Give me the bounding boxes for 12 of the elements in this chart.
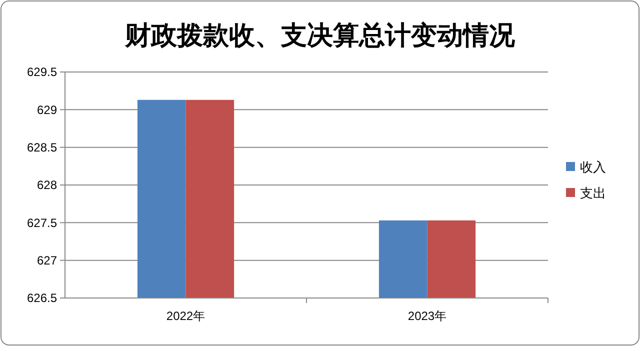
x-tick-label: 2023年 [408,309,447,323]
legend-label: 收入 [580,160,606,175]
legend-label: 支出 [580,186,606,201]
y-tick-label: 626.5 [26,291,58,306]
y-tick-label: 628 [36,178,58,192]
y-tick-label: 628.5 [26,140,58,155]
y-tick-label: 629.5 [26,65,58,80]
chart-title: 财政拨款收、支决算总计变动情况 [124,21,516,51]
y-tick-label: 629 [36,102,58,117]
y-tick-label: 627.5 [26,216,58,230]
x-tick-label: 2022年 [166,309,206,323]
y-tick-label: 627 [36,254,58,268]
